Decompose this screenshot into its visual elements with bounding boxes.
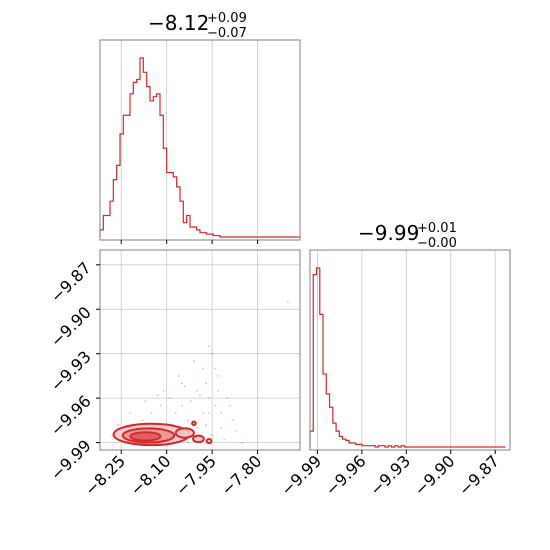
- scatter-tick-label-y: −9.99: [47, 436, 95, 484]
- scatter-point: [217, 389, 220, 392]
- scatter-point: [208, 397, 210, 400]
- scatter-frame: [99, 249, 301, 451]
- scatter-point: [180, 382, 183, 385]
- contour-inner: [129, 431, 162, 442]
- contour-blob: [191, 420, 197, 427]
- hist2-tick-label-x: −9.90: [410, 451, 458, 499]
- scatter-point: [196, 389, 198, 392]
- title-2-lower: −0.00: [417, 236, 457, 251]
- hist2-frame: [309, 249, 511, 451]
- scatter-tick-label-x: −7.80: [217, 451, 265, 499]
- scatter-point: [144, 400, 147, 403]
- title-1-value: −8.12: [148, 11, 209, 35]
- scatter-tick-label-y: −9.87: [47, 258, 95, 306]
- contour-blob: [174, 427, 195, 439]
- scatter-point: [211, 352, 214, 355]
- scatter-point: [220, 412, 223, 414]
- scatter-point: [205, 382, 207, 385]
- scatter-point: [220, 426, 223, 429]
- scatter-point: [141, 419, 144, 422]
- title-2-upper: +0.01: [417, 221, 457, 236]
- scatter-point: [129, 412, 132, 414]
- scatter-point: [168, 397, 171, 400]
- scatter-point: [193, 360, 195, 363]
- scatter-tick-label-y: −9.93: [47, 347, 95, 395]
- scatter-point: [223, 438, 226, 441]
- scatter-point: [214, 404, 217, 407]
- scatter-tick-label-y: −9.90: [47, 303, 95, 351]
- scatter-point: [111, 434, 114, 437]
- scatter-point: [202, 412, 204, 414]
- title-1-lower: −0.07: [207, 26, 247, 41]
- hist2-tick-label-x: −9.93: [366, 451, 414, 499]
- scatter-point: [205, 423, 207, 426]
- scatter-point: [150, 412, 153, 414]
- scatter-point: [241, 441, 244, 444]
- scatter-contour-panel: −8.25−8.10−7.95−7.80 −9.87−9.90−9.93−9.96…: [47, 249, 301, 499]
- scatter-point: [211, 434, 214, 437]
- title-2-value: −9.99: [358, 221, 419, 245]
- scatter-point: [174, 412, 177, 414]
- scatter-point: [208, 412, 210, 414]
- scatter-point: [177, 375, 180, 377]
- scatter-tick-label-x: −7.95: [172, 451, 220, 499]
- scatter-point: [159, 404, 162, 407]
- scatter-point: [199, 394, 201, 397]
- scatter-point: [235, 429, 238, 432]
- scatter-point: [286, 300, 289, 303]
- scatter-point: [217, 375, 220, 377]
- scatter-point: [162, 389, 165, 392]
- scatter-tick-label-x: −8.25: [81, 451, 129, 499]
- hist2-tick-label-x: −9.87: [455, 451, 503, 499]
- scatter-point: [196, 426, 198, 429]
- title-param-1: −8.12 +0.09 −0.07: [148, 11, 247, 41]
- contour-blob: [205, 438, 213, 445]
- scatter-point: [156, 394, 159, 397]
- scatter-tick-label-y: −9.96: [47, 392, 95, 440]
- hist2-tick-label-x: −9.96: [322, 451, 370, 499]
- scatter-point: [226, 397, 229, 400]
- scatter-point: [183, 385, 186, 388]
- scatter-point: [214, 367, 217, 370]
- title-1-upper: +0.09: [207, 11, 247, 26]
- hist1-step-line: [99, 57, 300, 238]
- histogram-panel-param-2: −9.99−9.96−9.93−9.90−9.87: [277, 249, 511, 499]
- scatter-point: [232, 419, 235, 422]
- scatter-point: [208, 345, 210, 348]
- title-param-2: −9.99 +0.01 −0.00: [358, 221, 457, 251]
- scatter-tick-label-x: −8.10: [126, 451, 174, 499]
- contour-blob: [192, 434, 205, 444]
- scatter-point: [180, 404, 183, 407]
- hist1-frame: [99, 39, 301, 241]
- scatter-point: [229, 404, 232, 407]
- scatter-point: [190, 400, 192, 403]
- scatter-point: [117, 423, 120, 426]
- hist2-tick-label-x: −9.99: [277, 451, 325, 499]
- scatter-point: [186, 419, 189, 422]
- hist2-step-line: [309, 267, 506, 448]
- scatter-point: [186, 441, 189, 444]
- scatter-point: [202, 367, 204, 370]
- histogram-panel-param-1: [99, 39, 301, 244]
